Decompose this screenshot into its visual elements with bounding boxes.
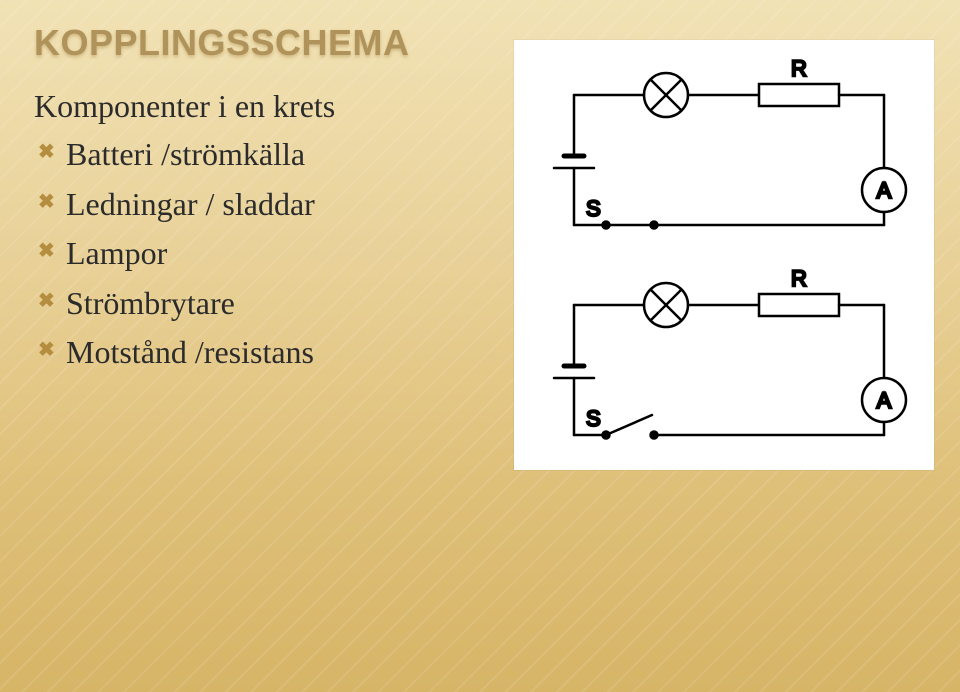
list-item: Strömbrytare xyxy=(38,279,315,329)
circuit-diagram: R S A xyxy=(514,40,934,470)
label-A: A xyxy=(877,178,892,203)
label-R: R xyxy=(791,56,807,81)
label-S: S xyxy=(586,406,601,431)
circuit-top xyxy=(554,73,906,229)
list-item: Ledningar / sladdar xyxy=(38,180,315,230)
circuit-svg: R S A xyxy=(514,40,934,470)
list-item: Lampor xyxy=(38,229,315,279)
bullet-list: Batteri /strömkälla Ledningar / sladdar … xyxy=(38,130,315,378)
page-subtitle: Komponenter i en krets xyxy=(34,88,335,125)
list-item: Motstånd /resistans xyxy=(38,328,315,378)
label-R: R xyxy=(791,266,807,291)
page-title: KOPPLINGSSCHEMA xyxy=(34,22,410,64)
label-A: A xyxy=(877,388,892,413)
label-S: S xyxy=(586,196,601,221)
list-item: Batteri /strömkälla xyxy=(38,130,315,180)
circuit-bottom xyxy=(554,283,906,439)
